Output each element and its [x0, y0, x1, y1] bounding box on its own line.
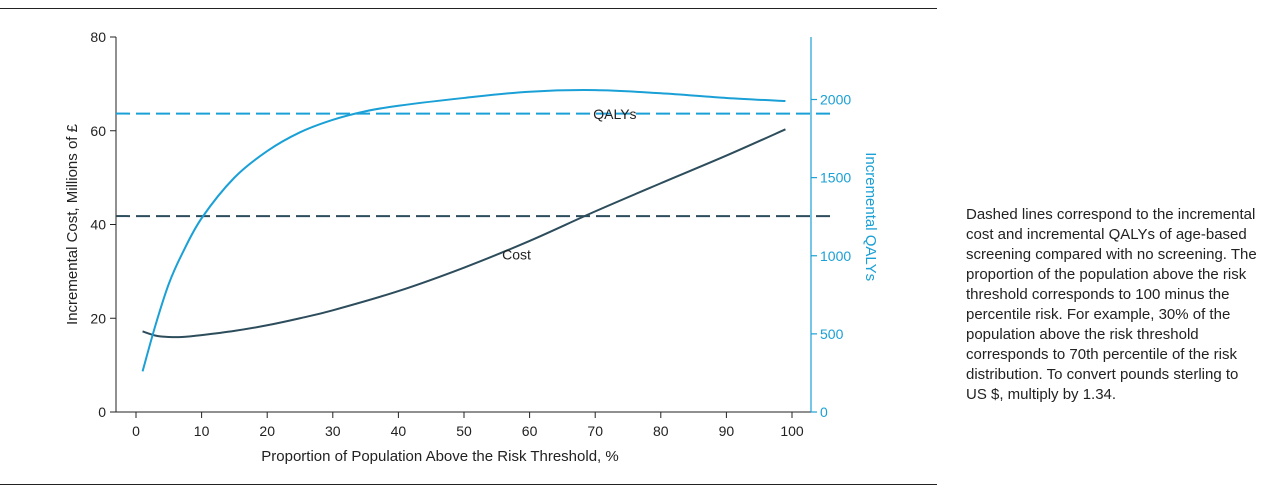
y-axis-title-right: Incremental QALYs	[862, 152, 879, 281]
cost-series-label: Cost	[502, 247, 531, 263]
figure-note: Dashed lines correspond to the increment…	[966, 206, 1257, 403]
qaly-series-line	[141, 89, 786, 372]
x-tick-label: 60	[522, 423, 538, 439]
y-tick-label-left: 20	[90, 310, 106, 326]
y-axis-title-left: Incremental Cost, Millions of £	[64, 123, 81, 325]
y-tick-label-left: 60	[90, 123, 106, 139]
y-tick-label-right: 1000	[820, 248, 851, 264]
qaly-series-label: QALYs	[593, 106, 636, 122]
y-tick-label-left: 80	[90, 29, 106, 45]
x-tick-label: 20	[259, 423, 275, 439]
y-tick-label-right: 0	[820, 404, 828, 420]
x-tick-label: 50	[456, 423, 472, 439]
x-tick-label: 40	[391, 423, 407, 439]
y-tick-label-right: 2000	[820, 92, 851, 108]
y-tick-label-right: 1500	[820, 170, 851, 186]
x-axis-title: Proportion of Population Above the Risk …	[261, 448, 618, 465]
chart: 0 10 20 30 40 50 60 70 80 90 100020406080050010001…	[0, 8, 937, 485]
x-tick-label: 90	[719, 423, 735, 439]
y-tick-label-left: 40	[90, 217, 106, 233]
plot-area: 0 10 20 30 40 50 60 70 80 90 100020406080050010001…	[64, 29, 879, 465]
x-tick-label: 0	[132, 423, 140, 439]
y-tick-label-left: 0	[98, 404, 106, 420]
x-tick-label: 70	[587, 423, 603, 439]
x-tick-label: 100	[780, 423, 804, 439]
y-tick-label-right: 500	[820, 326, 844, 342]
x-tick-label: 30	[325, 423, 341, 439]
cost-series-line	[142, 128, 786, 339]
x-tick-label: 10	[194, 423, 210, 439]
x-tick-label: 80	[653, 423, 669, 439]
